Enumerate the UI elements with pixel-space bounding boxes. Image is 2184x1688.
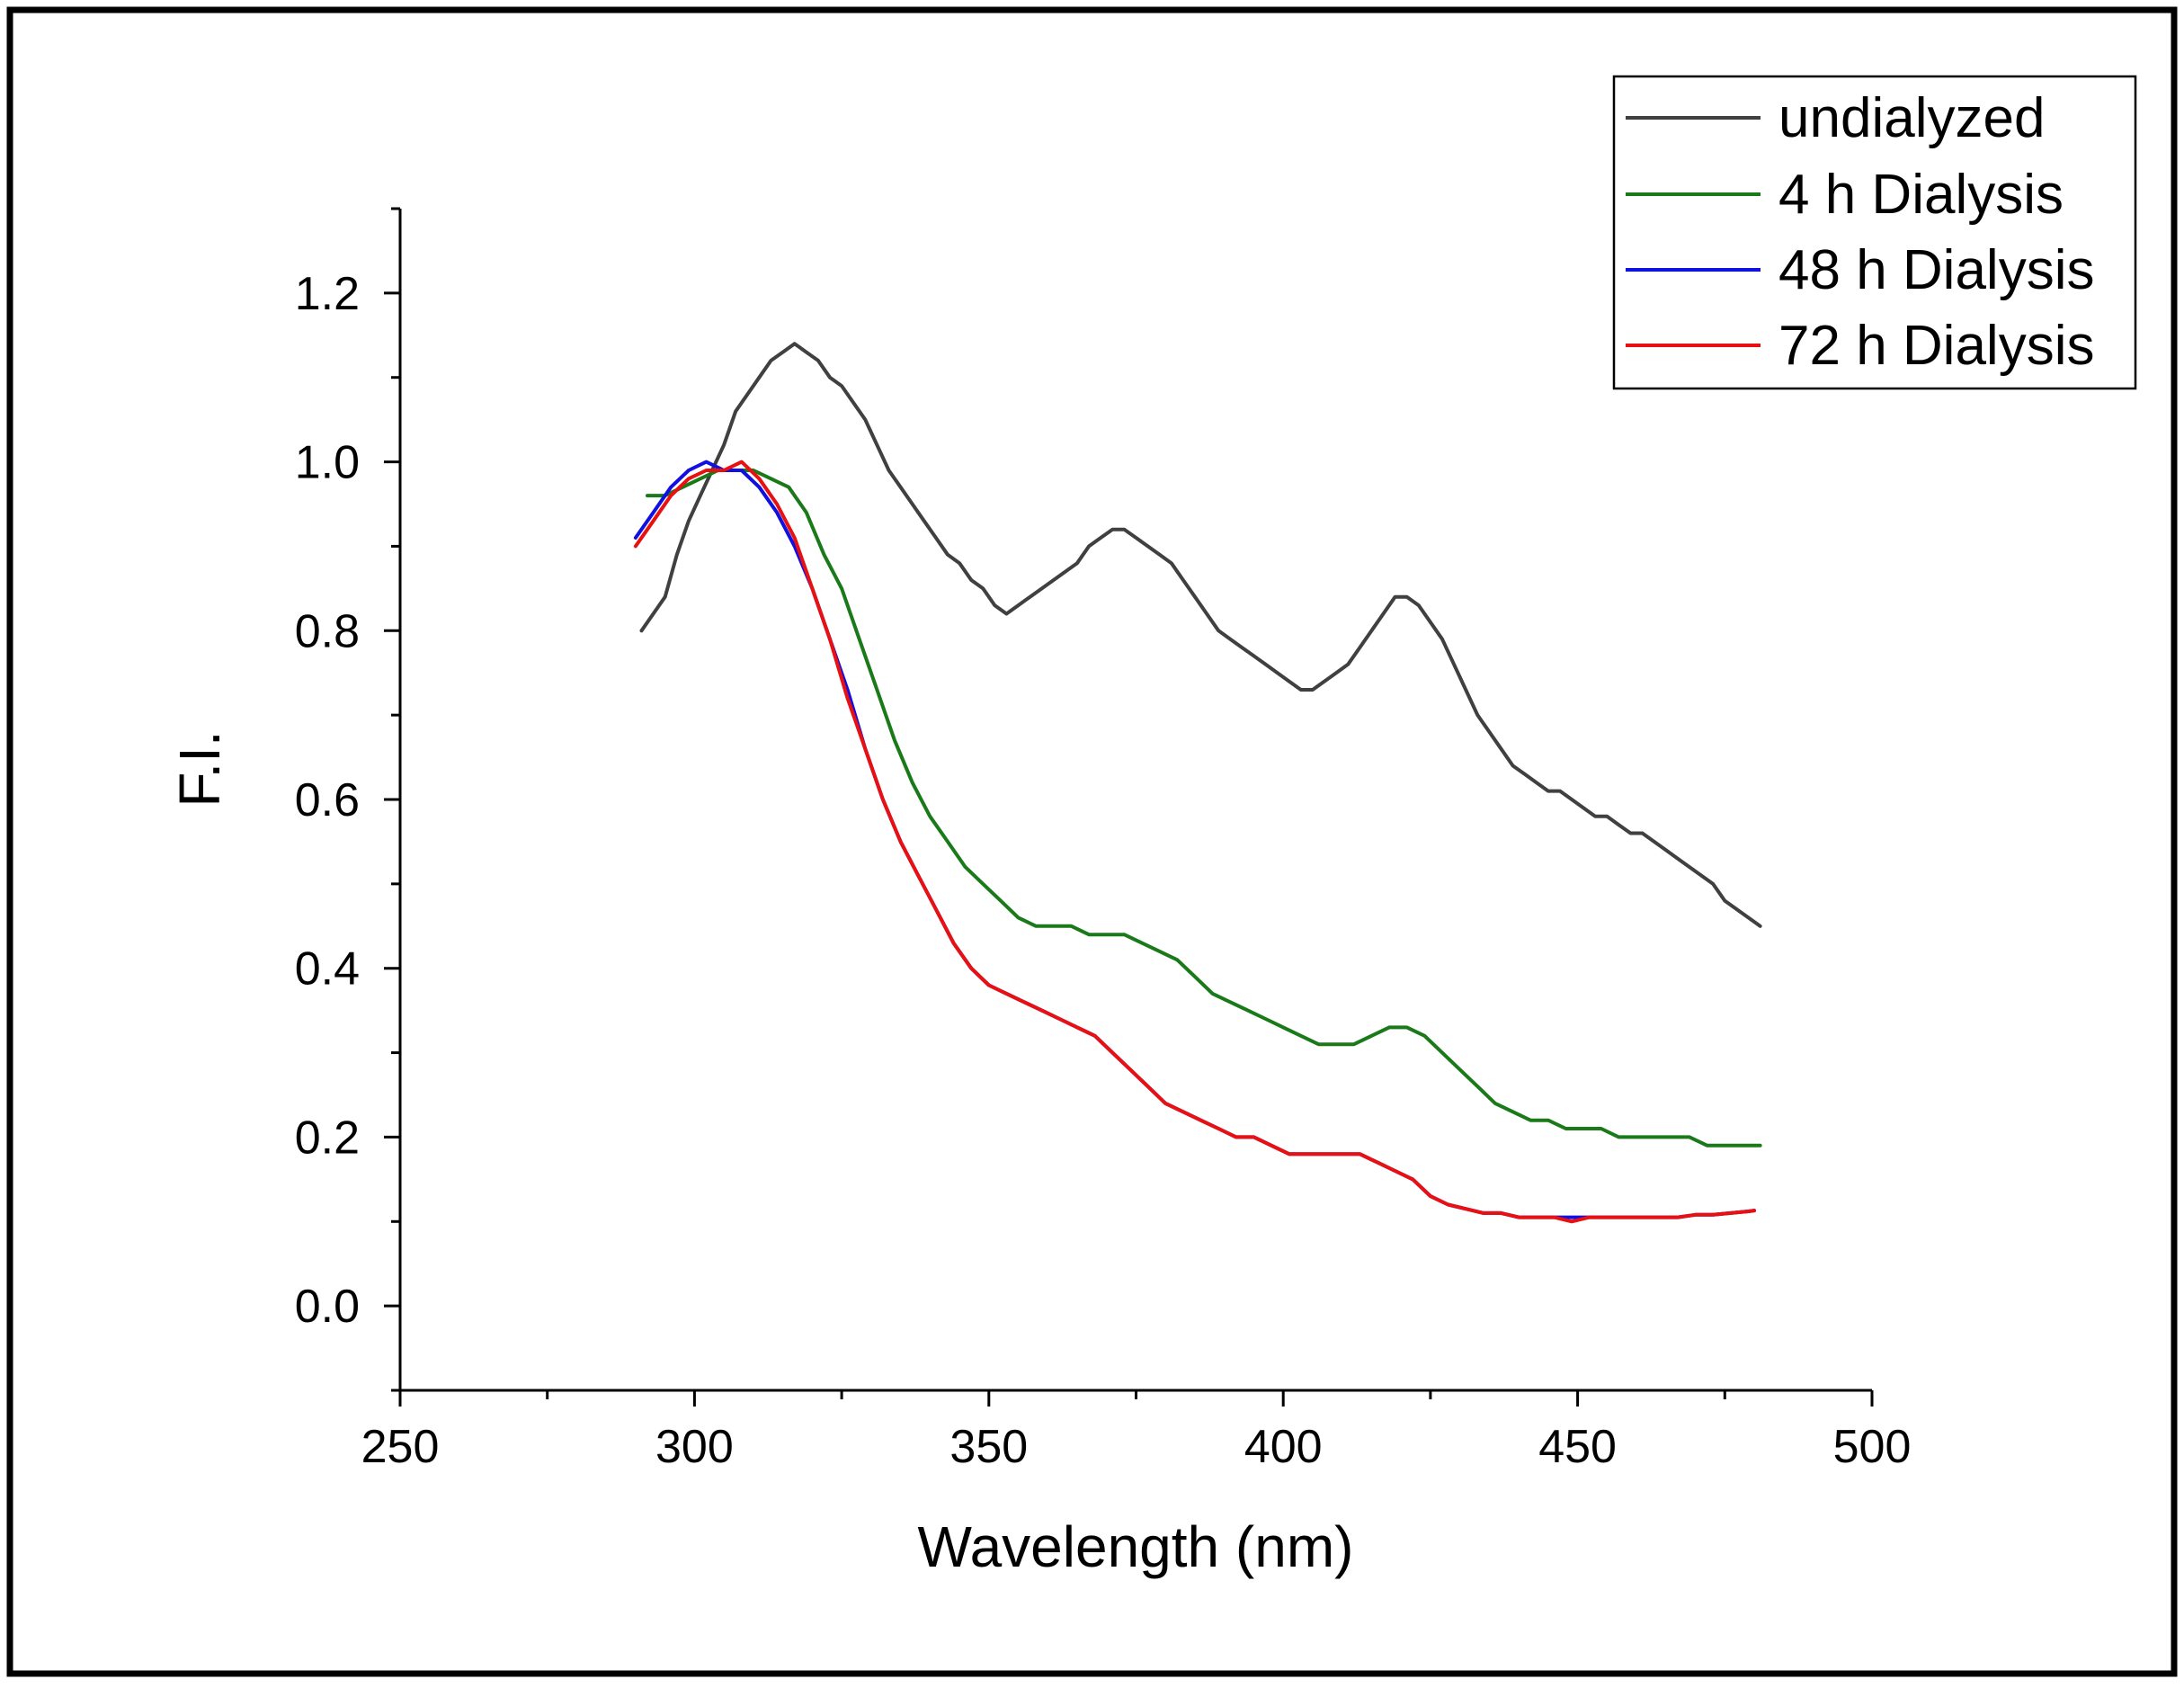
- x-tick-label: 400: [1244, 1421, 1323, 1473]
- y-tick-label: 0.2: [295, 1112, 360, 1164]
- x-tick-label: 350: [949, 1421, 1028, 1473]
- y-tick-label: 0.4: [295, 943, 360, 996]
- legend-label-48h: 48 h Dialysis: [1778, 239, 2094, 301]
- y-tick-label: 1.0: [295, 437, 360, 489]
- legend-label-4h: 4 h Dialysis: [1778, 164, 2064, 226]
- legend: undialyzed 4 h Dialysis 48 h Dialysis 72…: [1612, 75, 2137, 390]
- y-tick-label: 0.6: [295, 774, 360, 826]
- x-tick-label: 300: [655, 1421, 734, 1473]
- legend-label-72h: 72 h Dialysis: [1778, 315, 2094, 377]
- series-line-72-h-dialysis: [633, 460, 1756, 1224]
- x-ticks: 250 300 350 400 450 500: [361, 1390, 1912, 1473]
- x-axis-title: Wavelength (nm): [918, 1514, 1354, 1579]
- legend-box: [1612, 75, 2137, 390]
- series-line-undialyzed: [639, 342, 1762, 928]
- legend-label-undialyzed: undialyzed: [1778, 87, 2045, 149]
- y-axis-title: F.I.: [167, 730, 232, 807]
- y-tick-label: 1.2: [295, 268, 360, 320]
- x-tick-label: 450: [1538, 1421, 1617, 1473]
- y-ticks: 0.0 0.2 0.4 0.6 0.8 1.0 1.2: [295, 207, 400, 1392]
- y-tick-label: 0.8: [295, 605, 360, 657]
- series-layer: [633, 342, 1762, 1224]
- series-line-4-h-dialysis: [646, 469, 1762, 1148]
- x-tick-label: 250: [361, 1421, 440, 1473]
- x-tick-label: 500: [1833, 1421, 1912, 1473]
- y-tick-label: 0.0: [295, 1281, 360, 1333]
